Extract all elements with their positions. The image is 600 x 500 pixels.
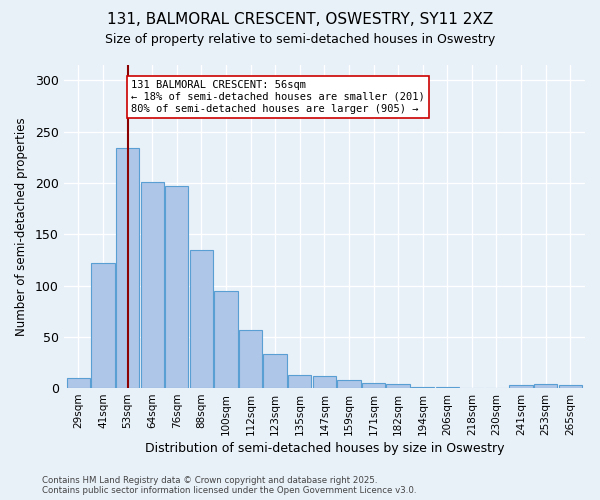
Bar [140, 182, 164, 388]
Bar [559, 385, 582, 388]
Bar [165, 186, 188, 388]
Bar [91, 263, 115, 388]
Bar [337, 380, 361, 388]
Bar [509, 385, 533, 388]
Bar [288, 374, 311, 388]
Bar [239, 330, 262, 388]
Bar [313, 376, 336, 388]
Text: 131 BALMORAL CRESCENT: 56sqm
← 18% of semi-detached houses are smaller (201)
80%: 131 BALMORAL CRESCENT: 56sqm ← 18% of se… [131, 80, 425, 114]
Text: 131, BALMORAL CRESCENT, OSWESTRY, SY11 2XZ: 131, BALMORAL CRESCENT, OSWESTRY, SY11 2… [107, 12, 493, 28]
Bar [190, 250, 213, 388]
Bar [411, 387, 434, 388]
Text: Size of property relative to semi-detached houses in Oswestry: Size of property relative to semi-detach… [105, 32, 495, 46]
Y-axis label: Number of semi-detached properties: Number of semi-detached properties [15, 117, 28, 336]
Bar [534, 384, 557, 388]
Bar [214, 290, 238, 388]
Bar [362, 383, 385, 388]
Text: Contains HM Land Registry data © Crown copyright and database right 2025.
Contai: Contains HM Land Registry data © Crown c… [42, 476, 416, 495]
Bar [386, 384, 410, 388]
Bar [116, 148, 139, 388]
Bar [263, 354, 287, 388]
Bar [67, 378, 90, 388]
X-axis label: Distribution of semi-detached houses by size in Oswestry: Distribution of semi-detached houses by … [145, 442, 504, 455]
Bar [436, 387, 459, 388]
